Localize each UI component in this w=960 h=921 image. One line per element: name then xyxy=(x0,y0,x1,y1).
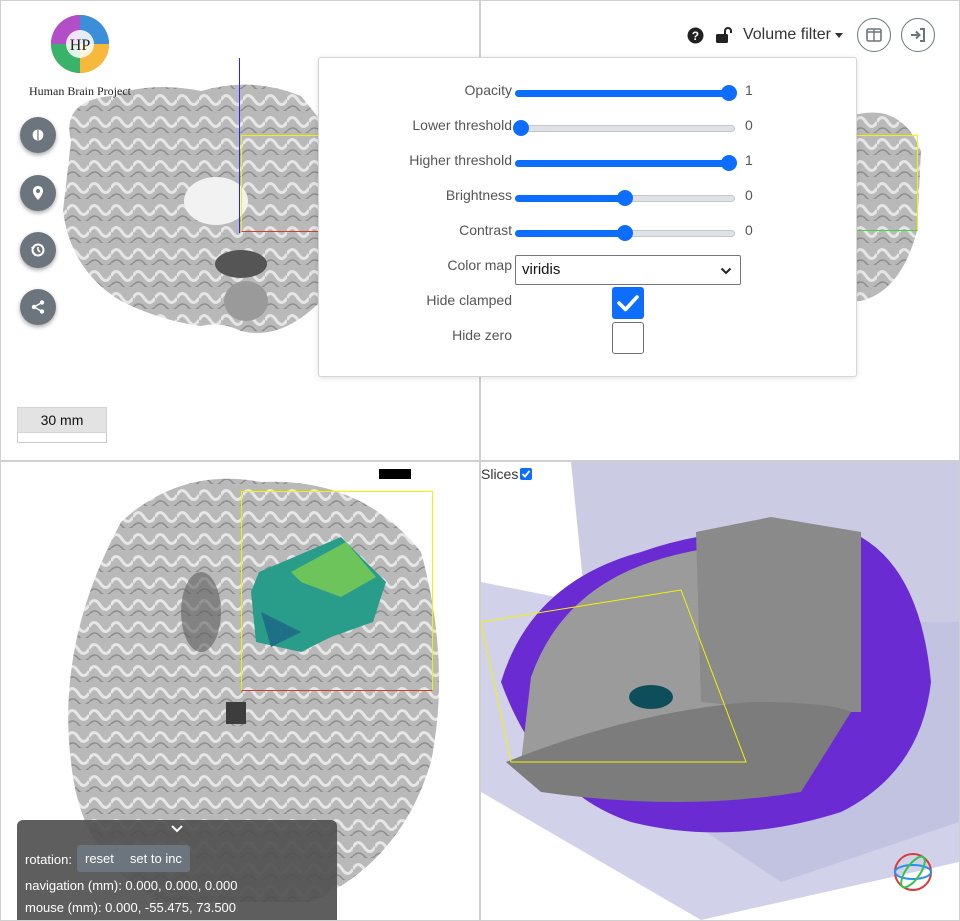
reset-button[interactable]: reset xyxy=(85,851,114,866)
bounding-box xyxy=(241,135,321,232)
higher-threshold-slider[interactable] xyxy=(515,155,737,171)
columns-icon xyxy=(866,28,882,42)
help-button[interactable]: ? xyxy=(687,26,705,44)
exit-button[interactable] xyxy=(901,18,935,52)
slices-label: Slices xyxy=(481,466,519,482)
bounding-box-sagittal xyxy=(855,135,918,231)
lower-threshold-slider[interactable] xyxy=(513,120,735,136)
scale-bar: 30 mm xyxy=(17,407,107,445)
opacity-value: 1 xyxy=(745,82,753,98)
caret-down-icon xyxy=(835,32,843,38)
hbp-logo-icon: HP xyxy=(51,15,109,73)
scale-label: 30 mm xyxy=(17,407,107,433)
rotation-label: rotation: xyxy=(25,852,72,867)
scale-bar-line xyxy=(17,433,107,443)
black-marker xyxy=(379,469,411,479)
orientation-gizmo-icon xyxy=(894,853,932,891)
lower-threshold-value: 0 xyxy=(745,117,753,133)
higher-threshold-value: 1 xyxy=(745,152,753,168)
volume-filter-label: Volume filter xyxy=(742,26,831,43)
opacity-label: Opacity xyxy=(464,82,512,98)
share-button[interactable] xyxy=(20,289,56,325)
brightness-row: Brightness 0 xyxy=(319,187,858,211)
higher-threshold-row: Higher threshold 1 xyxy=(319,152,858,176)
svg-text:?: ? xyxy=(692,29,699,42)
unlock-icon xyxy=(715,27,732,43)
colormap-value: viridis xyxy=(522,261,561,278)
brain-icon xyxy=(31,128,45,142)
map-pin-icon xyxy=(33,186,43,200)
slider-thumb[interactable] xyxy=(721,85,737,101)
slider-thumb[interactable] xyxy=(513,120,529,136)
svg-text:HP: HP xyxy=(70,37,91,54)
hide-zero-label: Hide zero xyxy=(452,327,512,343)
hide-zero-checkbox[interactable] xyxy=(612,322,644,354)
layout-button[interactable] xyxy=(857,18,891,52)
crosshair-vertical xyxy=(239,58,240,233)
slices-toggle[interactable]: Slices xyxy=(481,466,533,482)
landmarks-button[interactable] xyxy=(20,175,56,211)
brightness-slider[interactable] xyxy=(515,190,735,206)
colormap-row: Color map viridis xyxy=(319,255,858,285)
logo-text: Human Brain Project xyxy=(29,84,131,98)
lower-threshold-label: Lower threshold xyxy=(412,117,512,133)
brightness-value: 0 xyxy=(745,187,753,203)
share-icon xyxy=(31,300,45,314)
contrast-slider[interactable] xyxy=(515,225,735,241)
hide-clamped-row: Hide clamped xyxy=(319,287,858,319)
colormap-label: Color map xyxy=(447,257,512,273)
slider-thumb[interactable] xyxy=(721,155,737,171)
slices-checkbox[interactable] xyxy=(520,468,533,480)
volume-filter-popover: Opacity 1 Lower threshold 0 Higher thres… xyxy=(318,57,857,377)
brightness-label: Brightness xyxy=(445,187,512,203)
horizontal-divider xyxy=(0,460,960,462)
brain-regions-button[interactable] xyxy=(20,117,56,153)
slider-thumb[interactable] xyxy=(617,225,633,241)
sagittal-slice-image xyxy=(851,112,921,302)
contrast-row: Contrast 0 xyxy=(319,222,858,246)
bounding-box-axial xyxy=(241,491,433,691)
hide-clamped-checkbox[interactable] xyxy=(612,287,644,319)
3d-brain-render xyxy=(481,462,959,920)
slider-thumb[interactable] xyxy=(617,190,633,206)
axial-view[interactable]: rotation: reset set to inc navigation (m… xyxy=(1,462,479,920)
opacity-slider[interactable] xyxy=(515,85,737,101)
status-panel: rotation: reset set to inc navigation (m… xyxy=(17,820,337,920)
contrast-label: Contrast xyxy=(459,222,512,238)
volume-filter-dropdown[interactable]: Volume filter xyxy=(743,26,843,44)
check-icon xyxy=(522,470,531,478)
hbp-logo: HP Human Brain Project xyxy=(15,13,145,99)
chevron-down-icon[interactable] xyxy=(170,822,184,836)
history-button[interactable] xyxy=(20,232,56,268)
toolbar: ? Volume filter xyxy=(687,17,935,53)
history-icon xyxy=(31,243,45,257)
question-circle-icon: ? xyxy=(687,27,704,43)
3d-view[interactable]: Slices xyxy=(481,462,959,920)
hide-clamped-label: Hide clamped xyxy=(426,292,512,308)
rotation-buttons: reset set to inc xyxy=(77,845,190,872)
chevron-down-icon xyxy=(720,267,732,275)
lock-button[interactable] xyxy=(715,26,733,44)
hide-zero-row: Hide zero xyxy=(319,322,858,354)
opacity-row: Opacity 1 xyxy=(319,82,858,106)
check-icon xyxy=(617,295,639,312)
contrast-value: 0 xyxy=(745,222,753,238)
mouse-coords: mouse (mm): 0.000, -55.475, 73.500 xyxy=(25,900,237,915)
set-to-inc-button[interactable]: set to inc xyxy=(129,851,182,866)
sign-in-icon xyxy=(911,28,925,42)
navigation-coords: navigation (mm): 0.000, 0.000, 0.000 xyxy=(25,878,238,893)
higher-threshold-label: Higher threshold xyxy=(409,152,512,168)
coronal-slice-image xyxy=(63,84,321,333)
colormap-select[interactable]: viridis xyxy=(515,255,741,285)
lower-threshold-row: Lower threshold 0 xyxy=(319,117,858,141)
